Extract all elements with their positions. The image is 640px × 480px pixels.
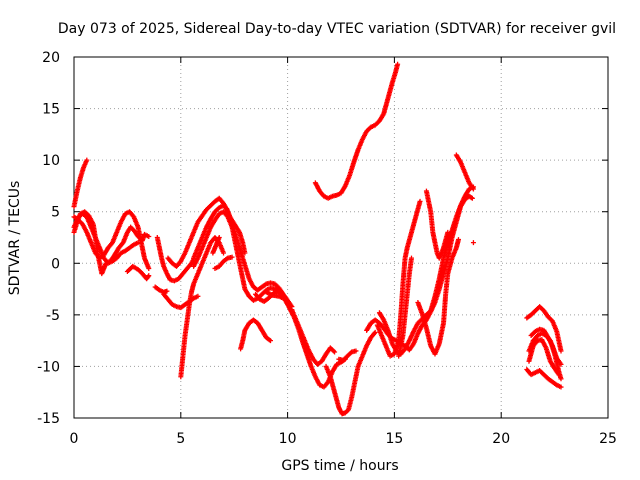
y-tick-label: 20: [42, 50, 60, 66]
x-tick-label: 10: [279, 431, 297, 447]
x-tick-label: 15: [385, 431, 403, 447]
y-tick-label: -5: [46, 308, 60, 324]
y-tick-label: 15: [42, 102, 60, 118]
data-point: [558, 361, 564, 367]
data-point: [445, 229, 451, 235]
data-point: [221, 250, 227, 256]
x-tick-label: 0: [70, 431, 79, 447]
data-point: [84, 157, 90, 163]
data-point: [195, 293, 201, 299]
data-point: [229, 254, 235, 260]
x-axis-title: GPS time / hours: [281, 458, 398, 474]
data-point: [408, 255, 414, 261]
data-point: [558, 376, 564, 382]
data-point: [146, 265, 152, 271]
data-point: [268, 338, 274, 344]
data-point: [242, 250, 248, 256]
y-tick-label: 0: [51, 256, 60, 272]
data-point: [146, 273, 152, 279]
y-axis-title: SDTVAR / TECUs: [7, 181, 23, 296]
data-point: [353, 348, 359, 354]
data-point: [395, 61, 401, 67]
y-tick-label: 10: [42, 153, 60, 169]
data-point: [216, 235, 222, 240]
data-point: [146, 233, 152, 239]
plot-frame: [73, 56, 609, 419]
data-point: [372, 329, 378, 335]
x-tick-label: 25: [599, 431, 617, 447]
data-point: [332, 349, 338, 355]
data-point: [470, 240, 476, 246]
data-point: [135, 240, 141, 246]
x-tick-label: 20: [492, 431, 510, 447]
x-tick-label: 5: [176, 431, 185, 447]
data-point: [417, 198, 423, 204]
data-marks: [71, 61, 564, 417]
y-tick-label: 5: [51, 205, 60, 221]
data-point: [558, 384, 564, 390]
data-point: [469, 195, 475, 201]
y-tick-label: -15: [37, 411, 60, 427]
chart-title: Day 073 of 2025, Sidereal Day-to-day VTE…: [58, 21, 616, 37]
data-point: [455, 237, 461, 243]
data-point: [558, 348, 564, 354]
y-tick-label: -10: [37, 359, 60, 375]
data-point: [470, 186, 476, 192]
axis-ticks: 0 5 10 15 20 25 -15 -10 -5 0 5 10 15 20: [37, 50, 617, 447]
data-point: [556, 372, 562, 378]
data-point: [164, 288, 170, 294]
